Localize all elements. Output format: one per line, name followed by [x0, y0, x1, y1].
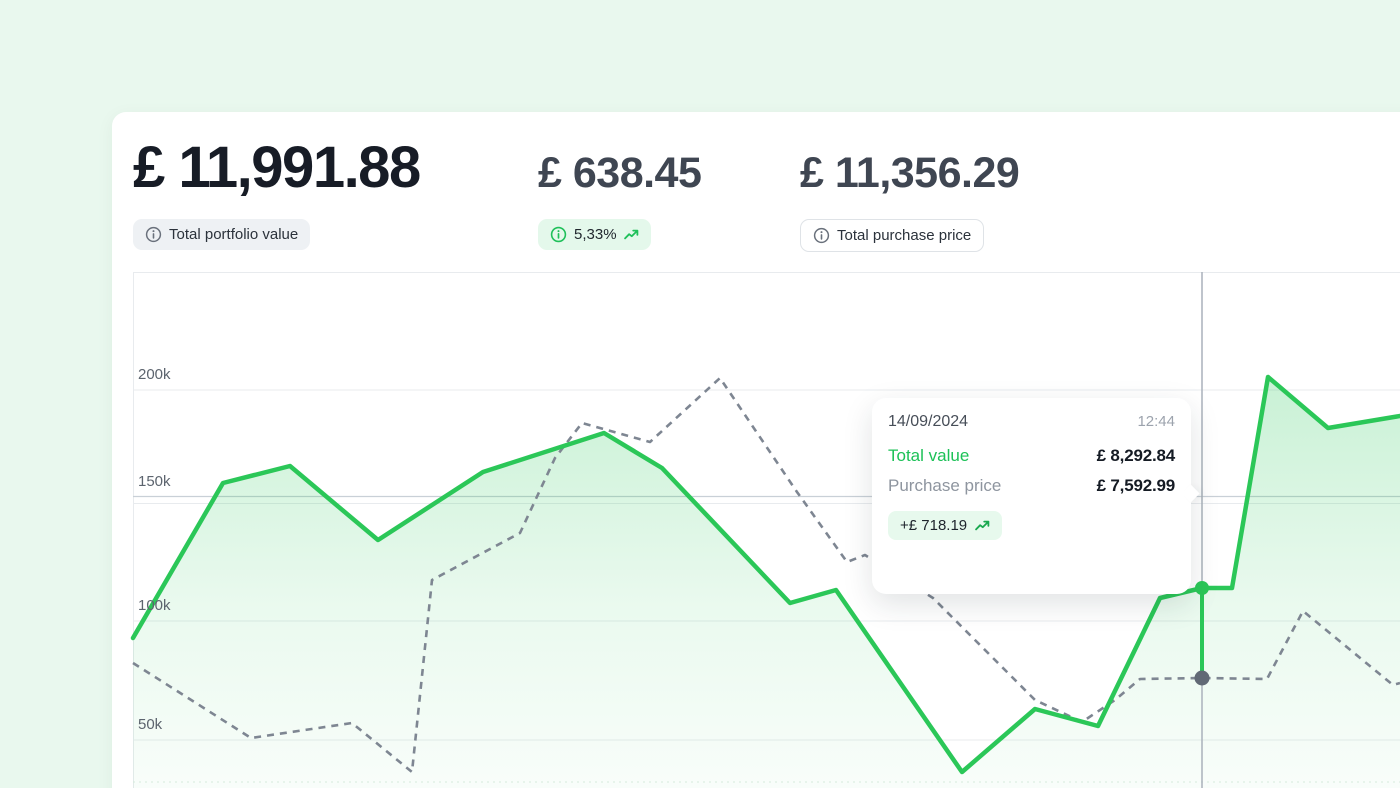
tooltip-total-value-label: Total value — [888, 446, 970, 465]
y-axis-tick-100k: 100k — [138, 597, 171, 614]
gain-amount-stat: £ 638.45 — [538, 149, 702, 197]
badge-label: Total purchase price — [837, 227, 972, 244]
tooltip-total-value: £ 8,292.84 — [1096, 446, 1176, 465]
tooltip-purchase-price: £ 7,592.99 — [1096, 476, 1176, 496]
y-axis-tick-50k: 50k — [138, 716, 163, 733]
tooltip-purchase-price-label: Purchase price — [888, 476, 1002, 495]
total-portfolio-value-badge: Total portfolio value — [133, 219, 311, 250]
total-value-line[interactable] — [130, 374, 1400, 775]
total-value-hover-dot[interactable] — [1195, 581, 1209, 595]
info-icon[interactable] — [145, 226, 162, 243]
trend-up-icon — [623, 229, 638, 240]
gain-percent-badge: 5,33% — [538, 219, 651, 250]
badge-label: Total portfolio value — [169, 226, 299, 243]
gain-amount-value: £ 638.45 — [538, 149, 702, 197]
tooltip-delta-value: +£ 718.19 — [900, 516, 968, 534]
purchase-price-line[interactable] — [132, 376, 1400, 774]
chart-hover-tooltip: 14/09/2024 12:44 Total value £ 8,292.84 … — [872, 398, 1200, 594]
y-axis-tick-200k: 200k — [138, 366, 171, 383]
total-purchase-price-stat: £ 11,356.29 — [800, 149, 1020, 197]
total-purchase-price-value: £ 11,356.29 — [800, 149, 1020, 197]
total-purchase-price-badge: Total purchase price — [800, 219, 985, 252]
tooltip-time: 12:44 — [1137, 413, 1175, 430]
tooltip-date: 14/09/2024 — [888, 413, 969, 430]
total-purchase-price-badge-row: Total purchase price — [800, 219, 985, 252]
info-icon[interactable] — [550, 226, 567, 243]
total-portfolio-value-stat: £ 11,991.88 — [133, 135, 421, 200]
total-portfolio-value-badge-row: Total portfolio value — [133, 219, 311, 250]
total-value-area-fill — [133, 377, 1400, 788]
tooltip-delta-badge: +£ 718.19 — [888, 510, 1003, 540]
badge-label: 5,33% — [574, 226, 617, 243]
trend-up-icon — [975, 520, 990, 531]
purchase-price-hover-dot[interactable] — [1194, 670, 1210, 686]
total-portfolio-value: £ 11,991.88 — [133, 135, 421, 200]
info-icon[interactable] — [813, 227, 830, 244]
gain-percent-badge-row: 5,33% — [538, 219, 651, 250]
y-axis-tick-150k: 150k — [138, 473, 171, 490]
